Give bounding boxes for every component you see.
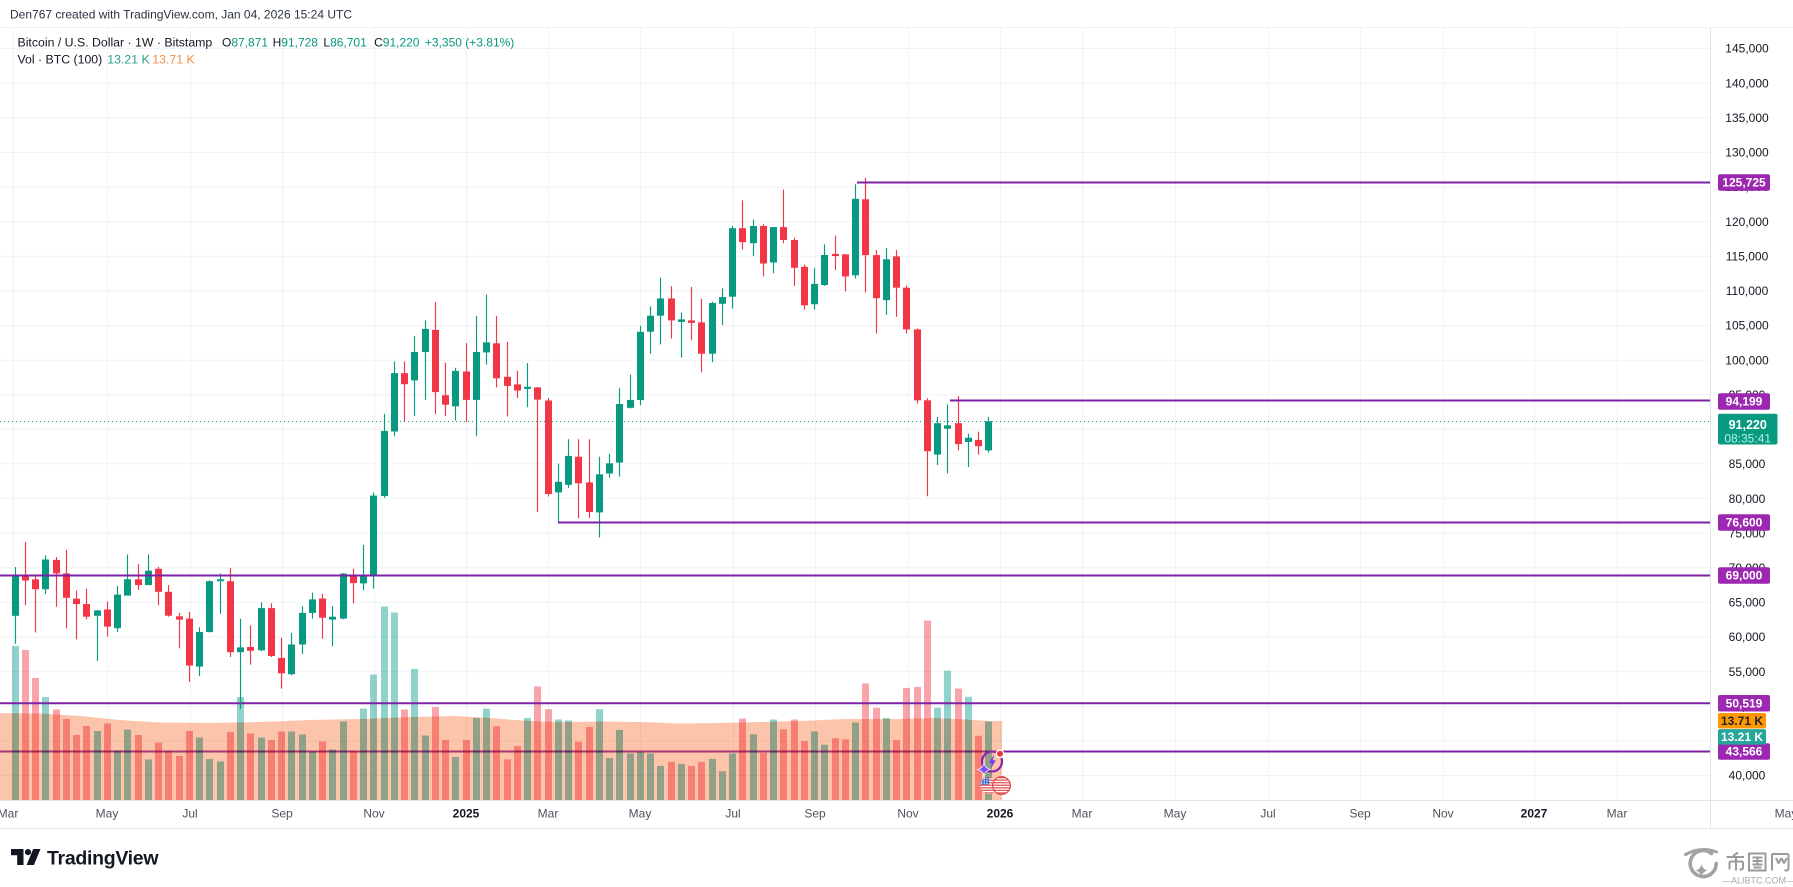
svg-text:Mar: Mar [538, 807, 559, 821]
svg-text:145,000: 145,000 [1725, 42, 1769, 56]
svg-text:94,199: 94,199 [1726, 395, 1763, 409]
svg-text:50,519: 50,519 [1726, 697, 1763, 711]
svg-text:85,000: 85,000 [1729, 457, 1766, 471]
svg-text:140,000: 140,000 [1725, 76, 1769, 90]
svg-text:130,000: 130,000 [1725, 146, 1769, 160]
svg-text:Den767 created with TradingVie: Den767 created with TradingView.com, Jan… [10, 8, 352, 22]
svg-text:H91,728: H91,728 [273, 36, 319, 50]
svg-text:2027: 2027 [1521, 807, 1548, 821]
svg-text:110,000: 110,000 [1726, 284, 1769, 298]
svg-text:Nov: Nov [1432, 807, 1453, 821]
svg-text:May: May [629, 807, 652, 821]
svg-text:Sep: Sep [1349, 807, 1371, 821]
svg-text:135,000: 135,000 [1725, 111, 1769, 125]
svg-text:13.21 K: 13.21 K [1721, 730, 1763, 744]
svg-text:Nov: Nov [897, 807, 918, 821]
svg-text:Bitcoin / U.S. Dollar · 1W · B: Bitcoin / U.S. Dollar · 1W · Bitstamp [18, 36, 213, 50]
svg-text:100,000: 100,000 [1725, 353, 1769, 367]
svg-text:—ALIBTC.COM—: —ALIBTC.COM— [1722, 876, 1793, 886]
svg-text:125,725: 125,725 [1722, 176, 1766, 190]
svg-text:55,000: 55,000 [1729, 665, 1766, 679]
svg-text:43,566: 43,566 [1726, 745, 1763, 759]
svg-text:115,000: 115,000 [1726, 249, 1769, 263]
svg-text:Mar: Mar [1072, 807, 1093, 821]
svg-text:80,000: 80,000 [1729, 492, 1766, 506]
svg-text:76,600: 76,600 [1726, 516, 1763, 530]
svg-text:May: May [1164, 807, 1187, 821]
svg-text:40,000: 40,000 [1729, 769, 1766, 783]
svg-text:+3,350 (+3.81%): +3,350 (+3.81%) [425, 36, 514, 50]
svg-text:08:35:41: 08:35:41 [1724, 432, 1771, 446]
svg-text:May: May [1775, 807, 1793, 821]
svg-text:Mar: Mar [1607, 807, 1628, 821]
svg-text:105,000: 105,000 [1725, 319, 1769, 333]
svg-text:13.71 K: 13.71 K [152, 53, 195, 67]
svg-text:91,220: 91,220 [1729, 418, 1767, 432]
svg-text:O87,871: O87,871 [222, 36, 268, 50]
svg-text:2026: 2026 [987, 807, 1014, 821]
svg-text:13.71 K: 13.71 K [1721, 714, 1763, 728]
svg-text:May: May [96, 807, 119, 821]
svg-text:TradingView: TradingView [47, 848, 159, 870]
svg-text:Mar: Mar [0, 807, 18, 821]
svg-text:120,000: 120,000 [1725, 215, 1769, 229]
svg-text:Jul: Jul [725, 807, 740, 821]
svg-text:60,000: 60,000 [1729, 630, 1766, 644]
svg-text:Jul: Jul [182, 807, 197, 821]
svg-text:L86,701: L86,701 [323, 36, 367, 50]
svg-text:Sep: Sep [271, 807, 293, 821]
svg-text:C91,220: C91,220 [374, 36, 420, 50]
svg-text:Nov: Nov [363, 807, 384, 821]
svg-text:Jul: Jul [1260, 807, 1275, 821]
svg-text:2025: 2025 [453, 807, 480, 821]
svg-text:65,000: 65,000 [1729, 596, 1766, 610]
svg-text:Vol · BTC (100): Vol · BTC (100) [18, 53, 103, 67]
svg-text:13.21 K: 13.21 K [107, 53, 150, 67]
svg-text:69,000: 69,000 [1726, 569, 1763, 583]
svg-text:Sep: Sep [804, 807, 826, 821]
